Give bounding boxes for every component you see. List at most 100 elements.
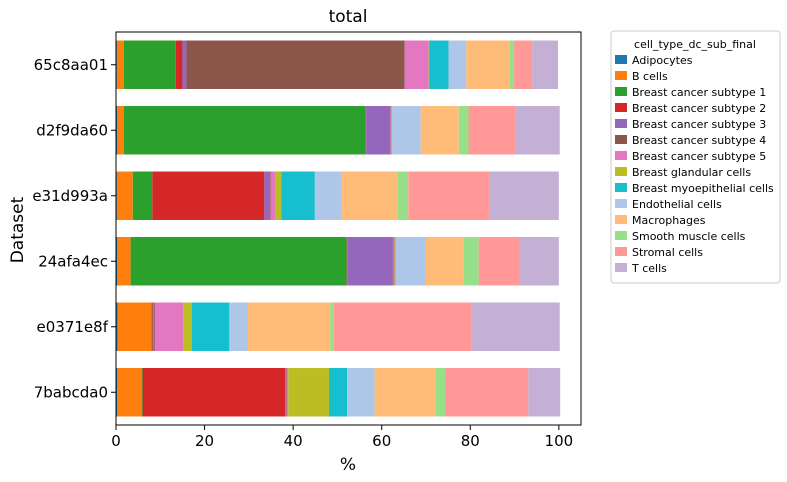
legend-label: Breast cancer subtype 3 xyxy=(632,118,766,131)
bar-segment-24afa4ec-10 xyxy=(426,237,464,286)
bar-segment-7babcda0-7 xyxy=(288,368,330,417)
bar-segment-d2f9da60-13 xyxy=(515,106,560,155)
legend-label: Breast myoepithelial cells xyxy=(632,182,774,195)
legend-swatch xyxy=(615,103,627,112)
x-axis-title: % xyxy=(340,455,356,475)
y-tick-label: 7babcda0 xyxy=(34,383,108,401)
bar-segment-e31d993a-3 xyxy=(152,171,265,220)
bar-segment-65c8aa01-11 xyxy=(509,40,515,89)
legend-label: Endothelial cells xyxy=(632,198,722,211)
bar-segment-e31d993a-7 xyxy=(274,171,282,220)
bar-segment-e31d993a-5 xyxy=(269,171,271,220)
legend-label: Breast cancer subtype 4 xyxy=(632,134,766,147)
bar-segment-d2f9da60-11 xyxy=(458,106,469,155)
bar-segment-7babcda0-2 xyxy=(141,368,143,417)
legend-swatch xyxy=(615,231,627,240)
bar-segment-7babcda0-13 xyxy=(528,368,561,417)
legend-label: Breast cancer subtype 1 xyxy=(632,86,766,99)
chart-title: total xyxy=(329,7,368,27)
legend-swatch xyxy=(615,199,627,208)
bar-segment-65c8aa01-8 xyxy=(429,40,449,89)
legend-label: Stromal cells xyxy=(632,246,703,259)
bar-segment-7babcda0-3 xyxy=(142,368,286,417)
bar-segment-24afa4ec-4 xyxy=(347,237,393,286)
bar-segment-d2f9da60-4 xyxy=(366,106,391,155)
x-tick-label: 80 xyxy=(461,432,480,450)
legend-swatch xyxy=(615,247,627,256)
bar-segment-24afa4ec-5 xyxy=(392,237,394,286)
bar-segment-e31d993a-9 xyxy=(314,171,342,220)
bar-segment-e31d993a-12 xyxy=(408,171,490,220)
bar-segment-e31d993a-10 xyxy=(341,171,398,220)
legend-label: Adipocytes xyxy=(632,54,693,67)
bar-segment-e0371e8f-10 xyxy=(247,302,331,351)
bar-segment-e0371e8f-1 xyxy=(117,302,152,351)
legend-label: Macrophages xyxy=(632,214,706,227)
axes-frame xyxy=(115,31,582,426)
bar-segment-24afa4ec-1 xyxy=(117,237,131,286)
y-tick-label: d2f9da60 xyxy=(36,121,108,139)
legend-items: Adipocytes B cells Breast cancer subtype 1… xyxy=(615,54,774,275)
legend-swatch xyxy=(615,71,627,80)
bar-segment-e31d993a-11 xyxy=(397,171,409,220)
bar-segment-7babcda0-0 xyxy=(116,368,118,417)
bar-segment-65c8aa01-10 xyxy=(466,40,510,89)
bar-segment-d2f9da60-0 xyxy=(116,106,118,155)
bar-segment-d2f9da60-9 xyxy=(391,106,421,155)
bar-segment-65c8aa01-2 xyxy=(123,40,176,89)
bar-segment-e0371e8f-9 xyxy=(229,302,248,351)
bar-segment-e0371e8f-3 xyxy=(152,302,154,351)
bar-segment-e31d993a-6 xyxy=(270,171,275,220)
bar-segment-24afa4ec-11 xyxy=(463,237,479,286)
bar-segment-24afa4ec-2 xyxy=(130,237,347,286)
bar-segment-65c8aa01-3 xyxy=(175,40,183,89)
bar-segment-e31d993a-13 xyxy=(489,171,559,220)
bar-segment-e0371e8f-13 xyxy=(471,302,560,351)
bar-segment-e0371e8f-12 xyxy=(333,302,472,351)
bar-segment-24afa4ec-12 xyxy=(478,237,519,286)
legend-swatch xyxy=(615,215,627,224)
bar-segment-65c8aa01-5 xyxy=(186,40,405,89)
legend-swatch xyxy=(615,119,627,128)
bar-segment-7babcda0-1 xyxy=(117,368,142,417)
legend: cell_type_dc_sub_final Adipocytes B cells… xyxy=(610,30,781,284)
bar-segment-e0371e8f-7 xyxy=(183,302,192,351)
legend-label: Breast glandular cells xyxy=(632,166,751,179)
bar-segment-7babcda0-9 xyxy=(347,368,375,417)
bar-segment-7babcda0-11 xyxy=(435,368,446,417)
y-tick-label: e0371e8f xyxy=(37,318,109,336)
y-axis-title: Dataset xyxy=(8,196,28,263)
bar-segment-d2f9da60-10 xyxy=(420,106,459,155)
x-tick-label: 60 xyxy=(372,432,391,450)
bar-segment-e31d993a-2 xyxy=(132,171,153,220)
bar-segment-65c8aa01-4 xyxy=(182,40,187,89)
bar-segment-e0371e8f-11 xyxy=(330,302,334,351)
bar-segment-24afa4ec-0 xyxy=(116,237,118,286)
bar-segment-65c8aa01-1 xyxy=(116,40,124,89)
bar-segment-65c8aa01-13 xyxy=(532,40,558,89)
bar-segment-d2f9da60-12 xyxy=(468,106,516,155)
bar-segment-e31d993a-8 xyxy=(281,171,315,220)
legend-frame xyxy=(610,30,781,284)
bar-segment-d2f9da60-2 xyxy=(123,106,366,155)
bar-segment-7babcda0-6 xyxy=(286,368,289,417)
bar-segment-7babcda0-4 xyxy=(285,368,287,417)
legend-label: Breast cancer subtype 5 xyxy=(632,150,766,163)
bar-segment-e31d993a-1 xyxy=(116,171,133,220)
bar-segment-e0371e8f-6 xyxy=(154,302,184,351)
legend-swatch xyxy=(615,135,627,144)
bar-segment-e0371e8f-4 xyxy=(153,302,155,351)
bar-segment-65c8aa01-12 xyxy=(514,40,533,89)
legend-label: Smooth muscle cells xyxy=(632,230,746,243)
bar-segment-65c8aa01-9 xyxy=(448,40,467,89)
y-tick-label: 24afa4ec xyxy=(38,252,108,270)
legend-label: Breast cancer subtype 2 xyxy=(632,102,766,115)
legend-label: T cells xyxy=(631,262,667,275)
bar-segment-e0371e8f-8 xyxy=(191,302,230,351)
x-tick-label: 100 xyxy=(545,432,574,450)
bar-segment-e0371e8f-0 xyxy=(116,302,118,351)
bar-segment-24afa4ec-9 xyxy=(395,237,426,286)
legend-swatch xyxy=(615,55,627,64)
x-tick-label: 20 xyxy=(195,432,214,450)
